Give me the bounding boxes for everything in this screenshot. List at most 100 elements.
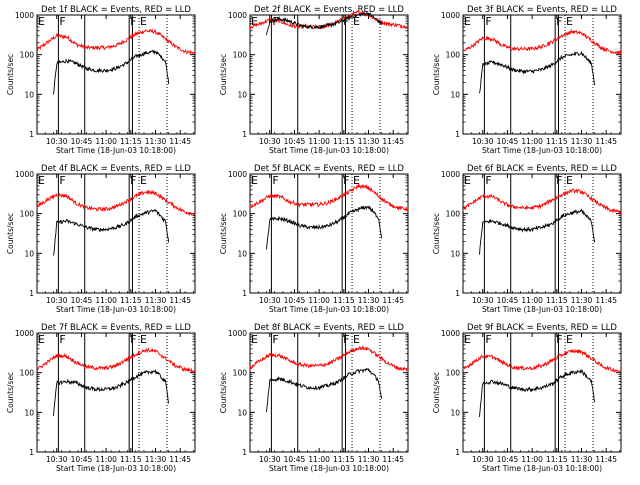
events-series-line [53, 49, 170, 95]
x-axis-label: Start Time (18-Jun-03 10:18:00) [56, 305, 176, 314]
x-tick-label: 11:00 [308, 296, 330, 305]
plot-frame [462, 14, 622, 135]
panel-det-5: Det 5f BLACK = Events, RED = LLD 1 10 100 10… [219, 164, 409, 314]
events-series-line [479, 208, 596, 255]
flag-label: E [566, 174, 573, 187]
x-tick-label: 11:30 [571, 137, 593, 146]
flag-label: E [464, 333, 471, 346]
panel-det-8: Det 8f BLACK = Events, RED = LLD 1 10 100 10… [219, 323, 409, 473]
plot-frame [36, 332, 196, 453]
x-tick-label: 11:00 [521, 137, 543, 146]
flag-label: E [566, 15, 573, 28]
flag-label: E [251, 15, 258, 28]
events-series-line [479, 368, 596, 417]
lld-series-line [249, 345, 409, 372]
y-tick-label: 10 [237, 408, 247, 417]
x-tick-label: 11:30 [358, 455, 380, 464]
x-tick-label: 11:30 [145, 455, 167, 464]
x-tick-label: 10:45 [71, 455, 93, 464]
y-tick-label: 10 [24, 90, 34, 99]
x-tick-label: 11:15 [120, 137, 142, 146]
x-tick-label: 11:00 [521, 455, 543, 464]
flag-label: F [343, 174, 349, 187]
y-tick-label: 1 [242, 130, 247, 139]
y-tick-label: 100 [233, 51, 248, 60]
lld-series-line [249, 183, 409, 212]
flag-label: F [59, 15, 65, 28]
x-tick-label: 11:00 [308, 455, 330, 464]
panel-title: Det 2f BLACK = Events, RED = LLD [254, 5, 404, 15]
x-tick-label: 11:45 [595, 455, 617, 464]
y-tick-label: 100 [233, 210, 248, 219]
events-series-line [479, 50, 596, 94]
lld-series-line [462, 188, 622, 215]
y-tick-label: 1000 [228, 170, 247, 179]
x-tick-label: 11:15 [120, 296, 142, 305]
x-tick-label: 10:30 [472, 455, 494, 464]
x-axis-label: Start Time (18-Jun-03 10:18:00) [56, 464, 176, 473]
y-tick-label: 1000 [15, 170, 34, 179]
flag-label: E [251, 333, 258, 346]
x-tick-label: 11:00 [308, 137, 330, 146]
x-axis-label: Start Time (18-Jun-03 10:18:00) [269, 464, 389, 473]
x-tick-label: 11:15 [546, 296, 568, 305]
lld-series-line [36, 189, 196, 217]
flag-label: E [353, 15, 360, 28]
panel-title: Det 7f BLACK = Events, RED = LLD [41, 323, 191, 333]
flag-label: E [353, 333, 360, 346]
lld-series-line [36, 347, 196, 374]
flag-label: E [140, 15, 147, 28]
x-tick-label: 10:45 [284, 296, 306, 305]
x-tick-label: 11:15 [333, 296, 355, 305]
flag-label: E [38, 333, 45, 346]
flag-label: E [140, 174, 147, 187]
x-tick-label: 10:45 [71, 137, 93, 146]
flag-label: F [272, 333, 278, 346]
panel-title: Det 9f BLACK = Events, RED = LLD [467, 323, 617, 333]
y-tick-label: 100 [20, 369, 35, 378]
x-tick-label: 11:00 [95, 296, 117, 305]
x-tick-label: 11:30 [145, 296, 167, 305]
y-axis-label: Counts/sec [6, 372, 15, 413]
y-tick-label: 1 [242, 289, 247, 298]
y-tick-label: 100 [446, 210, 461, 219]
panel-det-1: Det 1f BLACK = Events, RED = LLD 1 10 100 10… [6, 5, 196, 155]
panel-det-6: Det 6f BLACK = Events, RED = LLD 1 10 100 10… [432, 164, 622, 314]
x-tick-label: 11:00 [521, 296, 543, 305]
y-axis-label: Counts/sec [6, 54, 15, 95]
y-tick-label: 100 [20, 210, 35, 219]
panel-det-2: Det 2f BLACK = Events, RED = LLD 1 10 100 10… [219, 5, 409, 155]
y-tick-label: 1 [455, 289, 460, 298]
x-tick-label: 11:15 [546, 455, 568, 464]
panel-det-9: Det 9f BLACK = Events, RED = LLD 1 10 100 10… [432, 323, 622, 473]
events-series-line [266, 205, 383, 250]
x-tick-label: 11:30 [145, 137, 167, 146]
y-axis-label: Counts/sec [432, 54, 441, 95]
y-tick-label: 1 [455, 448, 460, 457]
flag-label: F [130, 333, 136, 346]
y-tick-label: 10 [450, 249, 460, 258]
plot-frame [36, 14, 196, 135]
y-tick-label: 1 [242, 448, 247, 457]
x-tick-label: 10:30 [472, 137, 494, 146]
flag-label: E [464, 174, 471, 187]
y-tick-label: 1 [29, 289, 34, 298]
flag-label: F [343, 333, 349, 346]
panel-title: Det 5f BLACK = Events, RED = LLD [254, 164, 404, 174]
events-series-line [266, 11, 383, 35]
y-axis-label: Counts/sec [219, 213, 228, 254]
y-tick-label: 10 [24, 249, 34, 258]
panel-title: Det 4f BLACK = Events, RED = LLD [41, 164, 191, 174]
y-tick-label: 1000 [441, 170, 460, 179]
y-tick-label: 1000 [441, 11, 460, 20]
plot-frame [462, 173, 622, 294]
x-axis-label: Start Time (18-Jun-03 10:18:00) [269, 305, 389, 314]
flag-label: E [464, 15, 471, 28]
y-tick-label: 100 [446, 51, 461, 60]
y-tick-label: 1000 [15, 11, 34, 20]
x-tick-label: 11:45 [169, 296, 191, 305]
y-axis-label: Counts/sec [432, 213, 441, 254]
plot-frame [249, 173, 409, 294]
x-tick-label: 11:30 [358, 296, 380, 305]
